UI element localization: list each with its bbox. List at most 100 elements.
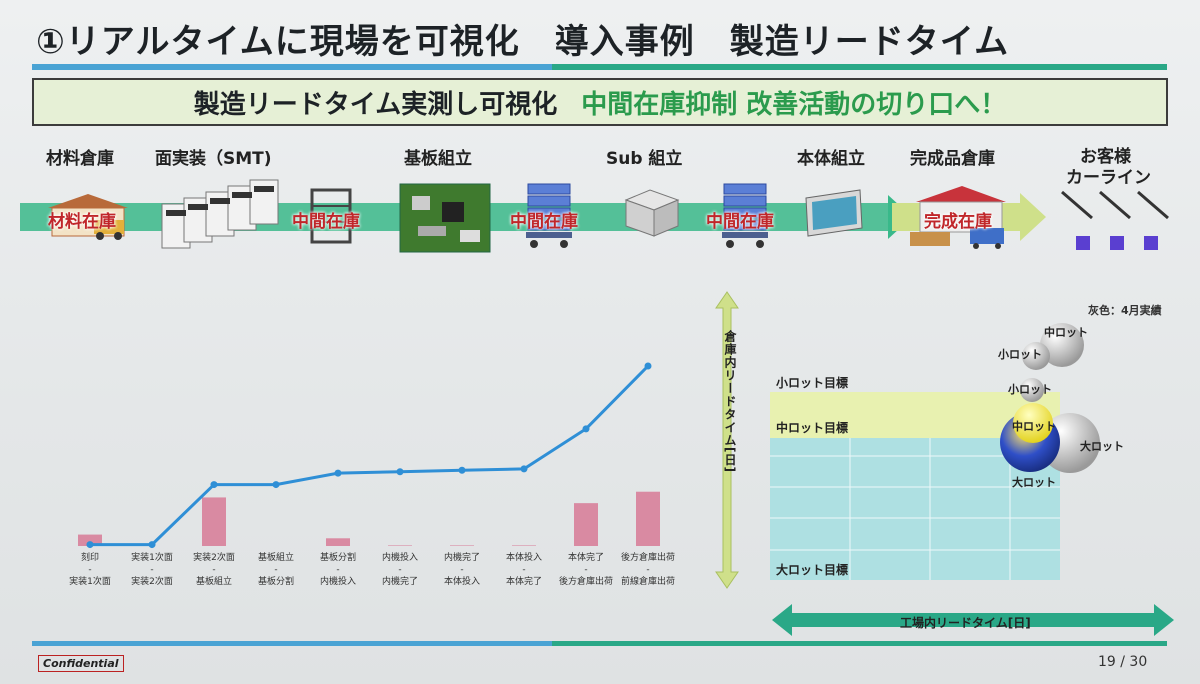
bubble-label-large-lot-actual: 大ロット: [1080, 440, 1124, 453]
lead-time-tick-label: 本体完了: [568, 551, 604, 563]
footer-rule: [32, 641, 1167, 646]
lead-time-tick-label: 後方倉庫出荷: [559, 575, 613, 587]
lead-time-bar: [450, 545, 474, 546]
lead-time-tick-label: 実装2次面: [193, 551, 235, 563]
stage-label-finished-warehouse: 完成品倉庫: [910, 149, 995, 169]
lead-time-tick-label: -: [646, 565, 649, 575]
bubble-matrix: [770, 323, 1100, 580]
lead-time-tick-label: 内機完了: [444, 551, 480, 563]
lead-time-bar: [388, 545, 412, 546]
lead-time-tick-label: -: [274, 565, 277, 575]
lead-time-tick-label: 刻印: [81, 551, 99, 563]
lead-time-bar: [636, 491, 660, 546]
lead-time-point: [582, 425, 590, 433]
lead-time-tick-label: 前線倉庫出荷: [621, 575, 675, 587]
bubble-label-mid-lot-target: 中ロット: [1012, 420, 1056, 433]
lead-time-chart: 刻印 実装1次面 実装2次面 基板組立 基板分割 内機投入 内機完了 本体投入 本体完了 後方倉庫…: [69, 362, 675, 587]
lead-time-tick-label: -: [584, 565, 587, 575]
horizontal-axis-arrow: [772, 604, 1174, 636]
stage-label-material-warehouse: 材料倉庫: [46, 149, 114, 169]
confidential-tag: Confidential: [38, 655, 124, 672]
lead-time-tick-label: 本体完了: [506, 575, 542, 587]
lead-time-tick-label: 実装1次面: [131, 551, 173, 563]
lead-time-tick-label: -: [336, 565, 339, 575]
smt-machines-icon: [161, 179, 279, 249]
lead-time-tick-label: -: [460, 565, 463, 575]
lead-time-bar: [78, 534, 102, 546]
stage-label-sub-assembly: Sub 組立: [606, 149, 683, 169]
bubble-mid-lot-target: [1013, 403, 1053, 443]
lead-time-bar: [574, 503, 598, 546]
lead-time-tick-label: 基板組立: [196, 575, 232, 587]
inventory-label-wip-1: 中間在庫: [292, 212, 360, 232]
lead-time-bar: [326, 538, 350, 546]
title-underline: [32, 64, 1167, 70]
stage-label-board-assembly: 基板組立: [404, 149, 472, 169]
lead-time-tick-label: 実装2次面: [131, 575, 173, 587]
lead-time-tick-label: 内機完了: [382, 575, 418, 587]
lead-time-tick-label: 実装1次面: [69, 575, 111, 587]
target-mid-lot: 中ロット目標: [776, 421, 849, 435]
bubble-small-lot-target: [1020, 378, 1044, 402]
lead-time-point: [520, 465, 528, 473]
stage-label-smt: 面実装（SMT): [155, 149, 272, 169]
lead-time-point: [86, 541, 94, 549]
slide-title: ①リアルタイムに現場を可視化 導入事例 製造リードタイム: [36, 22, 1010, 62]
lead-time-tick-label: 本体投入: [444, 575, 480, 587]
bubble-mid-lot-actual: [1040, 323, 1084, 367]
bubble-small-lot-actual: [1022, 342, 1050, 370]
lead-time-tick-label: 内機投入: [320, 575, 356, 587]
banner-highlight-text: 中間在庫抑制 改善活動の切り口へ！: [581, 89, 1007, 120]
inventory-label-material: 材料在庫: [48, 212, 116, 232]
lead-time-tick-label: 基板組立: [258, 551, 294, 563]
car-line-icon: [1061, 190, 1169, 250]
parts-tray-icon-2: [722, 183, 768, 248]
bubble-label-small-lot-target: 小ロット: [1008, 383, 1052, 396]
lead-time-bar: [512, 545, 536, 546]
finished-goods-warehouse-icon: [910, 186, 1006, 249]
target-large-lot: 大ロット目標: [776, 563, 849, 577]
lead-time-tick-label: -: [150, 565, 153, 575]
horizontal-axis-label: 工場内リードタイム[日]: [900, 616, 1031, 630]
bubble-label-small-lot-actual: 小ロット: [998, 348, 1042, 361]
lead-time-tick-label: 本体投入: [506, 551, 542, 563]
stage-label-main-assembly: 本体組立: [797, 149, 865, 169]
sub-assembly-unit-icon: [624, 189, 680, 237]
inventory-label-finished: 完成在庫: [924, 212, 992, 232]
page-number: 19 / 30: [1098, 654, 1148, 670]
lead-time-line: [90, 364, 650, 547]
lead-time-tick-label: 内機投入: [382, 551, 418, 563]
circuit-board-icon: [399, 183, 491, 253]
lead-time-tick-label: 基板分割: [320, 551, 356, 563]
summary-banner: 製造リードタイム実測し可視化 中間在庫抑制 改善活動の切り口へ！: [32, 78, 1168, 126]
lead-time-point: [210, 481, 218, 489]
main-unit-monitor-icon: [805, 189, 863, 237]
banner-main-text: 製造リードタイム実測し可視化: [193, 89, 558, 120]
rack-icon: [310, 188, 352, 244]
lead-time-point: [334, 469, 342, 477]
stage-label-customer: お客様: [1080, 147, 1131, 167]
lead-time-point: [644, 362, 652, 370]
shipping-flow-arrowhead: [1020, 193, 1046, 241]
warehouse-icon: [48, 194, 128, 240]
lead-time-tick-label: -: [522, 565, 525, 575]
lead-time-tick-label: 基板分割: [258, 575, 294, 587]
parts-tray-icon: [526, 183, 572, 248]
lead-time-tick-label: -: [212, 565, 215, 575]
stage-label-car-line: カーライン: [1066, 168, 1151, 188]
inventory-label-wip-2: 中間在庫: [510, 212, 578, 232]
legend-note: 灰色：4月実績: [1088, 304, 1162, 317]
lead-time-point: [396, 468, 404, 476]
lead-time-tick-label: 後方倉庫出荷: [621, 551, 675, 563]
lead-time-tick-label: -: [88, 565, 91, 575]
inventory-label-wip-3: 中間在庫: [706, 212, 774, 232]
lead-time-tick-label: -: [398, 565, 401, 575]
vertical-axis-label: 倉庫内リードタイム[日]: [723, 330, 737, 473]
target-small-lot: 小ロット目標: [776, 376, 849, 390]
bubble-label-large-lot-target: 大ロット: [1012, 476, 1056, 489]
lead-time-point: [458, 466, 466, 474]
bubble-label-mid-lot-actual: 中ロット: [1044, 326, 1088, 339]
lead-time-point: [148, 541, 156, 549]
lead-time-point: [272, 481, 280, 489]
vertical-axis-arrow: [715, 291, 739, 589]
